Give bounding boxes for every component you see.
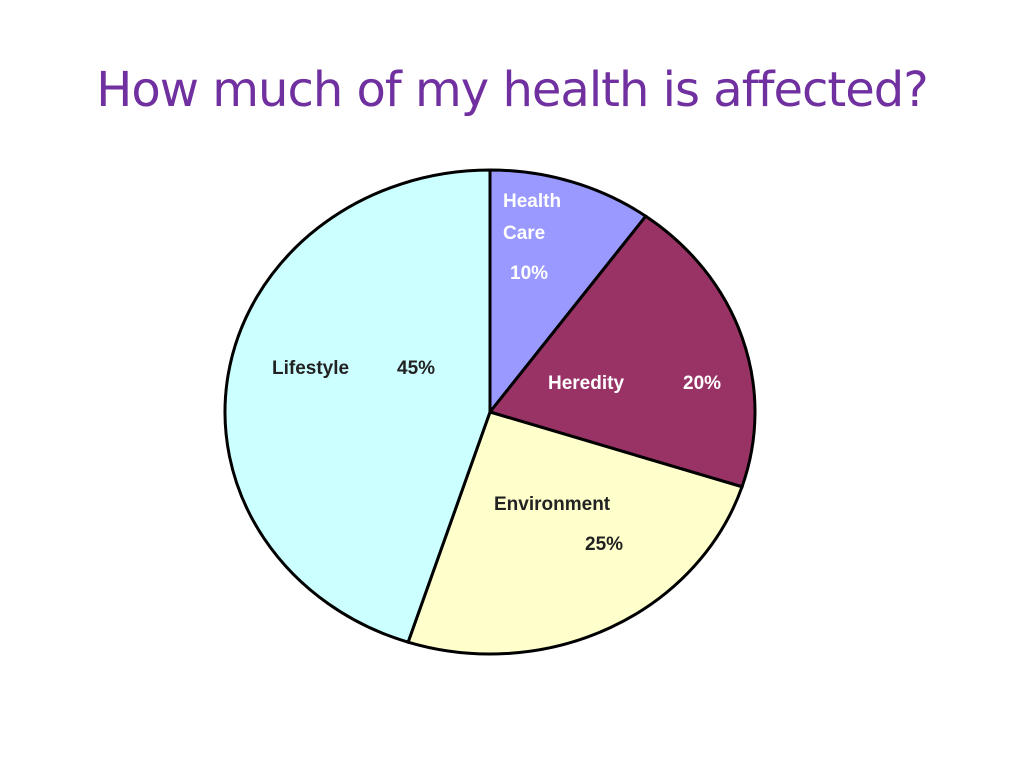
slice-value-label: 25% [585,534,624,555]
slice-label: Lifestyle [272,358,350,379]
slice-label: Environment [494,494,611,515]
slice-label: Health Care [503,191,562,244]
slice-label: Heredity [548,373,625,394]
pie-slice [406,410,744,656]
pie-slice [487,214,757,489]
pie-slice [488,168,648,417]
slice-value-label: 45% [397,358,436,379]
pie-slice [223,168,492,645]
slice-value-label: 10% [510,263,549,284]
chart-title: How much of my health is affected? [96,62,928,118]
slice-value-label: 20% [683,373,722,394]
